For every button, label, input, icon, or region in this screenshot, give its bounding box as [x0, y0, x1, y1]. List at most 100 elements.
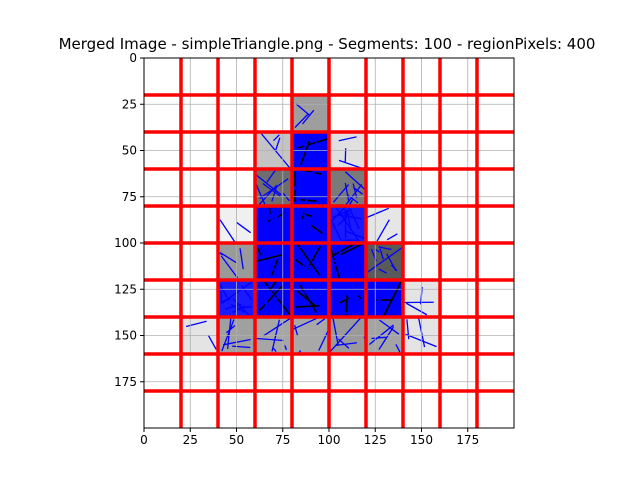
segment-line	[269, 279, 278, 291]
segment-line	[378, 246, 392, 251]
segment-line	[322, 281, 329, 284]
segment-line	[378, 268, 387, 274]
region-cell	[255, 169, 292, 206]
segment-line	[224, 303, 242, 310]
segment-line	[255, 254, 283, 263]
segment-line	[254, 252, 271, 261]
segment-line	[207, 334, 217, 350]
red-lines-layer	[144, 58, 514, 428]
segment-line	[302, 285, 325, 302]
region-cell	[292, 280, 329, 317]
y-axis-ticks: 0 25 50 75 100 125 150 175	[114, 51, 144, 389]
segment-line	[272, 134, 280, 142]
segment-line	[259, 206, 288, 234]
segment-line	[356, 250, 361, 280]
segments-layer	[185, 103, 437, 354]
segment-line	[390, 292, 401, 308]
y-tick-label: 100	[114, 236, 137, 250]
segment-line	[219, 285, 223, 302]
segment-line	[368, 324, 394, 345]
segment-line	[185, 320, 207, 328]
segment-line	[376, 219, 390, 242]
segment-line	[316, 318, 326, 326]
segment-line	[334, 205, 361, 244]
segment-line	[300, 198, 317, 202]
segment-line	[345, 183, 363, 206]
segment-line	[329, 263, 356, 270]
region-cell	[366, 206, 403, 243]
segment-line	[307, 245, 322, 270]
segment-line	[259, 283, 267, 288]
segment-line	[302, 256, 326, 270]
segment-line	[297, 286, 309, 315]
segment-line	[379, 319, 400, 335]
segment-line	[367, 246, 404, 273]
segment-line	[271, 209, 289, 228]
segment-line	[305, 245, 312, 253]
segment-line	[259, 285, 283, 311]
segment-line	[257, 248, 262, 256]
segment-line	[226, 317, 232, 350]
segment-line	[405, 333, 437, 348]
x-tick-label: 25	[183, 433, 198, 447]
segment-line	[369, 287, 386, 313]
segment-line	[299, 284, 318, 313]
segment-line	[344, 182, 350, 203]
segment-line	[338, 281, 358, 299]
segment-line	[386, 233, 398, 241]
segment-line	[296, 138, 328, 150]
segment-line	[258, 291, 272, 314]
x-tick-label: 150	[410, 433, 433, 447]
segment-line	[239, 248, 244, 270]
segment-line	[296, 134, 309, 142]
segment-line	[359, 294, 364, 297]
segment-line	[298, 307, 318, 316]
segment-line	[275, 137, 281, 151]
segment-line	[292, 317, 319, 331]
segment-line	[333, 242, 356, 256]
segment-line	[352, 183, 358, 199]
segment-line	[262, 294, 269, 316]
segment-line	[344, 171, 366, 191]
segment-line	[307, 143, 328, 152]
segment-line	[374, 285, 383, 301]
segment-line	[294, 144, 306, 167]
y-tick-label: 125	[114, 282, 137, 296]
segment-line	[378, 326, 395, 350]
segment-line	[275, 292, 284, 300]
segment-line	[405, 302, 428, 316]
segment-line	[264, 281, 292, 317]
x-tick-label: 125	[364, 433, 387, 447]
segment-line	[306, 284, 315, 304]
segment-line	[311, 224, 324, 235]
segment-line	[294, 325, 299, 337]
segment-line	[347, 194, 359, 204]
x-axis-ticks: 0 25 50 75 100 125 150 175	[140, 428, 479, 447]
segment-line	[371, 336, 386, 340]
segment-line	[294, 210, 315, 221]
segment-line	[332, 184, 350, 203]
segment-line	[338, 159, 361, 169]
segment-line	[332, 291, 365, 309]
segment-line	[316, 284, 322, 308]
segment-line	[379, 248, 384, 260]
segment-line	[256, 206, 268, 234]
segment-line	[225, 325, 236, 334]
segment-line	[348, 207, 360, 230]
segment-line	[304, 213, 313, 218]
y-tick-label: 25	[122, 97, 137, 111]
segment-line	[332, 209, 353, 218]
segment-line	[255, 174, 282, 196]
segment-line	[330, 310, 357, 316]
segment-line	[262, 267, 284, 271]
segment-line	[366, 284, 390, 289]
y-tick-label: 50	[122, 144, 137, 158]
segment-line	[261, 279, 281, 304]
y-tick-label: 0	[129, 51, 137, 65]
segment-line	[305, 257, 325, 273]
chart-title: Merged Image - simpleTriangle.png - Segm…	[59, 35, 596, 53]
y-tick-label: 75	[122, 190, 137, 204]
segment-line	[232, 298, 250, 316]
segment-line	[219, 284, 228, 299]
